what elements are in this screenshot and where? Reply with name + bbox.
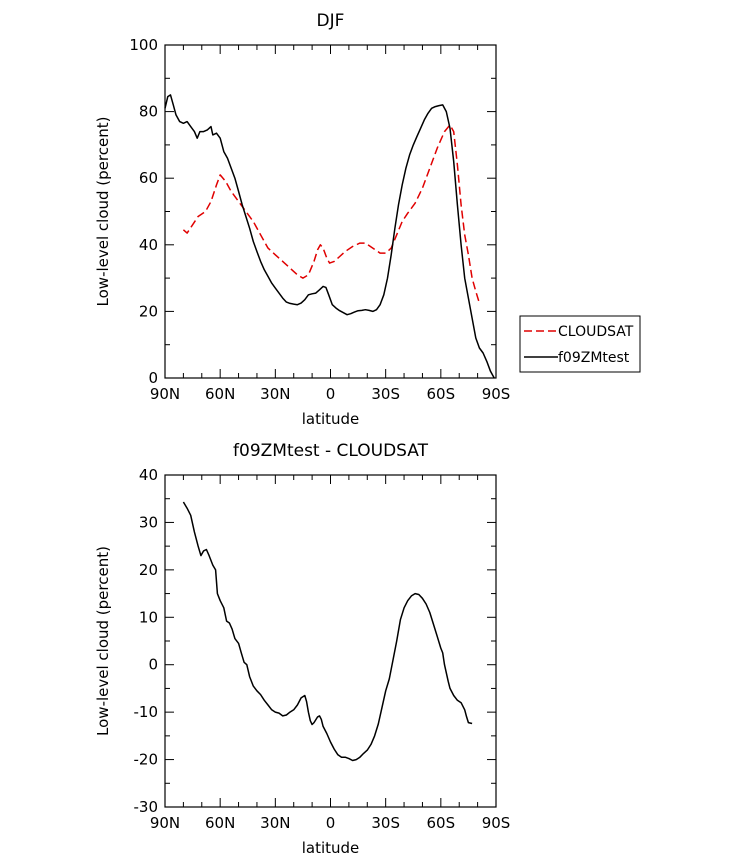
y-axis-label: Low-level cloud (percent): [94, 117, 112, 307]
x-axis-label: latitude: [302, 410, 360, 428]
y-tick-label: 100: [129, 36, 158, 54]
y-tick-label: 80: [139, 103, 158, 121]
series-line-difference: [182, 501, 473, 762]
top-panel-djf: DJF 90N 60N 30N 0 30S 60S 90S 0 20 40 60 80 100 latitu…: [94, 11, 641, 428]
x-tick-label: 30N: [260, 814, 290, 832]
y-tick-label: 0: [148, 656, 158, 674]
x-tick-label: 90S: [482, 814, 511, 832]
y-tick-label: -10: [134, 703, 159, 721]
x-tick-label: 90N: [150, 814, 180, 832]
y-axis-label: Low-level cloud (percent): [94, 546, 112, 736]
y-tick-label: -30: [134, 798, 159, 816]
y-tick-label: 10: [139, 608, 158, 626]
y-tick-label: 20: [139, 561, 158, 579]
bottom-panel-difference: f09ZMtest - CLOUDSAT 90N 60N 30N 0 30S 60S 90S -…: [94, 441, 510, 857]
y-tick-label: 60: [139, 169, 158, 187]
plot-frame: [164, 44, 497, 379]
legend-box: [519, 315, 641, 373]
x-tick-label: 90S: [482, 385, 511, 403]
x-tick-label: 30S: [371, 814, 400, 832]
x-tick-label: 60N: [205, 385, 235, 403]
x-tick-label: 60N: [205, 814, 235, 832]
x-axis-label: latitude: [302, 839, 360, 857]
x-tick-label: 30S: [371, 385, 400, 403]
y-tick-label: 40: [139, 466, 158, 484]
chart-title: f09ZMtest - CLOUDSAT: [233, 441, 429, 461]
y-tick-label: 0: [148, 369, 158, 387]
x-tick-label: 90N: [150, 385, 180, 403]
x-tick-label: 0: [326, 385, 336, 403]
plot-frame: [164, 474, 497, 808]
y-tick-label: 20: [139, 302, 158, 320]
y-tick-label: 40: [139, 236, 158, 254]
legend-label: CLOUDSAT: [558, 324, 634, 340]
x-tick-label: 60S: [427, 385, 456, 403]
y-tick-label: 30: [139, 513, 158, 531]
x-tick-label: 60S: [427, 814, 456, 832]
series-line-f09zmtest: [164, 94, 495, 379]
x-tick-label: 0: [326, 814, 336, 832]
y-tick-label: -20: [134, 751, 159, 769]
chart-title: DJF: [317, 11, 345, 31]
x-tick-label: 30N: [260, 385, 290, 403]
legend-label: f09ZMtest: [558, 350, 630, 366]
series-line-cloudsat: [182, 124, 481, 304]
